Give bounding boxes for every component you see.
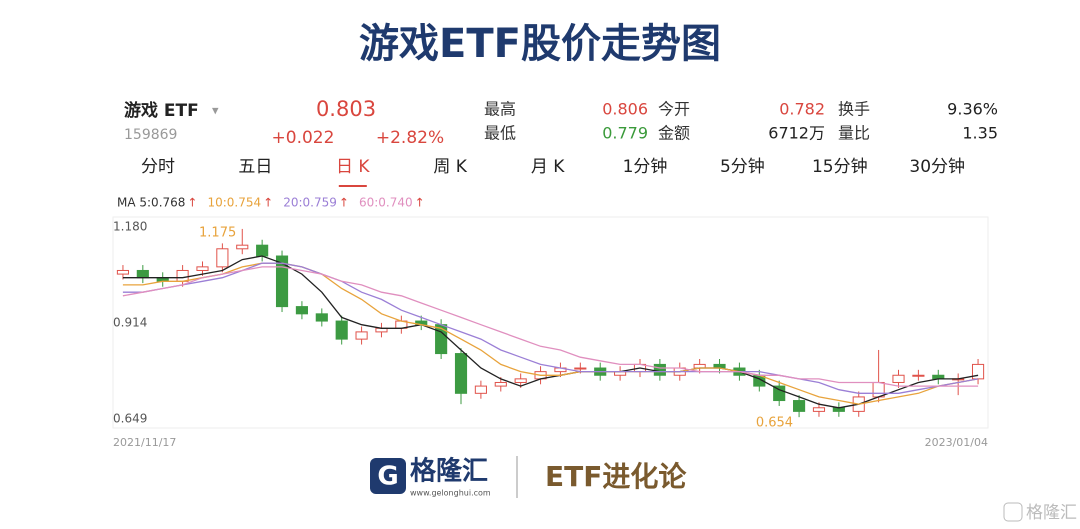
legend-entry: 60:0.740 (359, 196, 413, 210)
stat-label: 金额 (658, 124, 690, 143)
candle-body (216, 248, 229, 268)
y-tick-label: 1.180 (113, 220, 147, 234)
tab[interactable]: 5分钟 (720, 157, 765, 177)
candle-body (872, 381, 885, 398)
watermark: 格隆汇 (1026, 503, 1077, 523)
logo-box (370, 458, 406, 494)
tab[interactable]: 五日 (238, 157, 272, 177)
legend-entry: 20:0.759 (283, 196, 337, 210)
y-tick-label: 0.914 (113, 316, 147, 330)
stat-label: 换手 (838, 100, 870, 119)
etf-name: 游戏 ETF (124, 100, 199, 121)
change: +0.022 (272, 128, 335, 148)
candle-body (812, 407, 826, 412)
plot-frame (112, 216, 989, 429)
stat-label: 量比 (838, 124, 870, 143)
candle-body (793, 400, 806, 412)
stat-label: 最低 (484, 124, 516, 143)
candle-body (116, 269, 130, 275)
x-date-label: 2023/01/04 (925, 436, 988, 449)
candle-body (295, 306, 308, 315)
candle-body (474, 385, 487, 394)
legend-entry: 10:0.754 (207, 196, 261, 210)
legend-trend: ↑ (415, 196, 425, 210)
candle-body (335, 320, 348, 340)
ma-line (122, 266, 979, 387)
legend: MA 5:0.768 ↑ 10:0.754 ↑ 20:0.759 ↑ 60:0.740 ↑ (117, 196, 425, 210)
ma-line (122, 255, 979, 409)
min-label: 0.654 (756, 416, 793, 431)
tab[interactable]: 15分钟 (812, 157, 868, 177)
tab[interactable]: 月 K (531, 157, 565, 177)
stats: 最高 0.806 今开 0.782 换手 9.36% 最低 0.779 金额 6712万 量比 1.3… (484, 100, 998, 143)
chart: 1.180 0.914 0.649 2021/11/17 2023/01/04 1.175… (113, 220, 988, 449)
candle-body (275, 255, 289, 308)
candle-body (574, 367, 587, 370)
legend-trend: ↑ (263, 196, 273, 210)
etf-code: 159869 (124, 127, 177, 143)
tab[interactable]: 1分钟 (623, 157, 668, 177)
y-tick-label: 0.649 (113, 411, 147, 425)
stat-value: 0.806 (602, 100, 648, 119)
stat-value: 0.782 (779, 100, 825, 119)
candle-body (494, 381, 507, 387)
dropdown-icon[interactable]: ▾ (212, 104, 219, 119)
candle-body (892, 374, 905, 383)
logo-letter: G (377, 462, 398, 492)
tab[interactable]: 日 K (336, 157, 370, 177)
watermark-logo (1003, 502, 1023, 522)
brand: 格隆汇 (410, 456, 488, 487)
stat-label: 今开 (658, 100, 690, 119)
tab[interactable]: 周 K (433, 157, 467, 177)
candle-body (355, 331, 368, 340)
ma-line (122, 262, 979, 394)
stat-label: 最高 (484, 100, 516, 119)
candle-body (236, 244, 249, 250)
change-pct: +2.82% (376, 128, 444, 148)
tabs: 分时 五日 日 K 周 K 月 K 1分钟 5分钟 15分钟 30分钟 (141, 157, 965, 187)
max-label: 1.175 (199, 225, 236, 240)
legend-trend: ↑ (187, 196, 197, 210)
candle-body (454, 353, 468, 394)
column-name: ETF进化论 (545, 460, 687, 493)
candle-body (176, 269, 189, 282)
stat-value: 6712万 (768, 124, 825, 143)
stat-value: 9.36% (947, 100, 998, 119)
stat-value: 0.779 (602, 124, 648, 143)
price: 0.803 (316, 97, 376, 121)
legend-entry: MA 5:0.768 (117, 196, 185, 210)
candle-body (773, 385, 786, 402)
candle-body (514, 378, 527, 383)
brand-url: www.gelonghui.com (410, 489, 491, 498)
tab[interactable]: 分时 (141, 157, 175, 177)
candle-body (971, 363, 985, 380)
x-date-label: 2021/11/17 (113, 436, 176, 449)
page-title: 游戏ETF股价走势图 (359, 21, 721, 67)
candle-body (256, 244, 269, 257)
candle-body (653, 363, 666, 376)
candle-body (196, 266, 209, 271)
candle-body (912, 374, 925, 377)
legend-trend: ↑ (339, 196, 349, 210)
stat-value: 1.35 (962, 124, 998, 143)
tab[interactable]: 30分钟 (909, 157, 965, 177)
candle-body (136, 269, 149, 279)
candle-body (315, 313, 328, 322)
